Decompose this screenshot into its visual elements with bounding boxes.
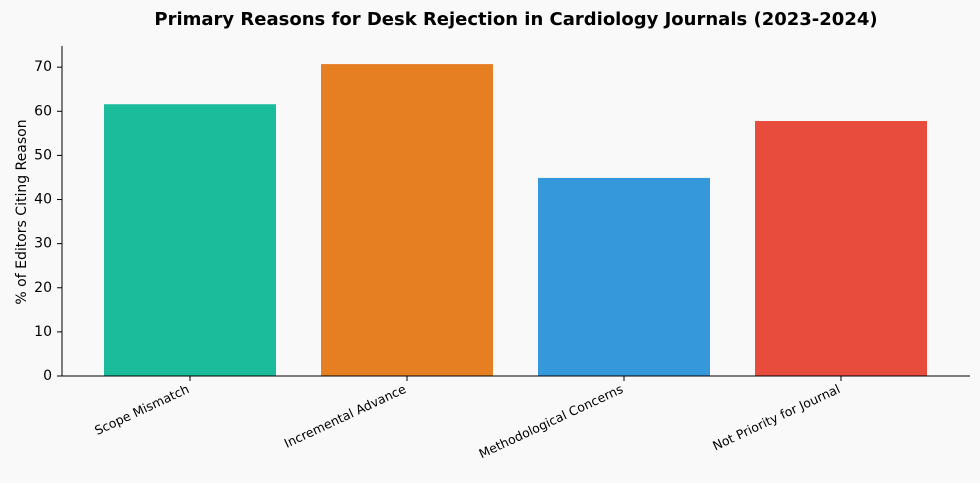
y-tick-label: 20 [34,280,52,296]
bar [321,64,493,377]
y-tick-label: 50 [34,147,52,163]
bar [538,177,710,376]
bar [755,121,927,376]
y-tick-label: 10 [34,324,52,340]
y-tick-label: 40 [34,192,52,208]
bar [104,104,276,376]
y-axis-label: % of Editors Citing Reason [14,119,30,304]
y-tick-label: 30 [34,236,52,252]
y-tick-label: 60 [34,103,52,119]
y-tick-label: 70 [34,59,52,75]
y-tick-label: 0 [43,368,52,384]
chart-title: Primary Reasons for Desk Rejection in Ca… [154,9,877,30]
